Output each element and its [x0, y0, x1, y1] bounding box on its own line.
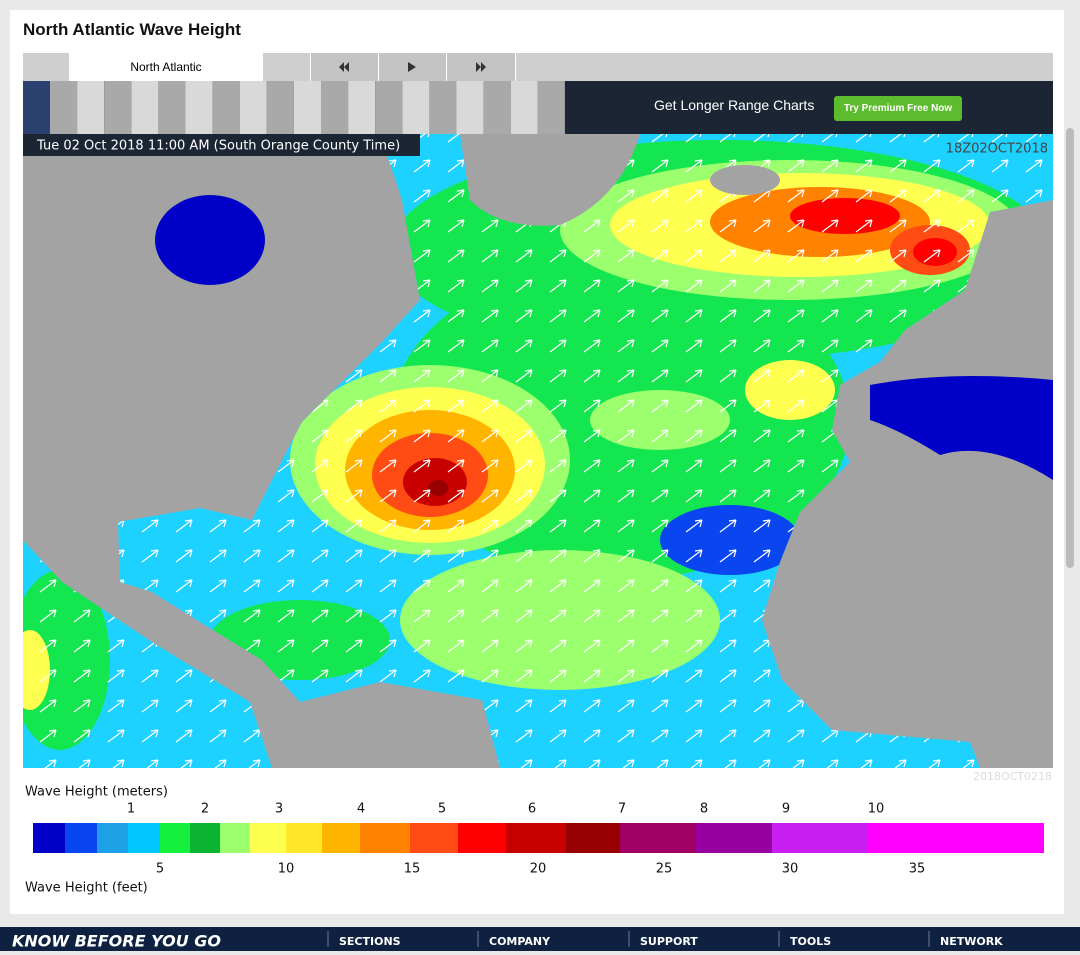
timeline-frame: [537, 81, 565, 134]
footer-nav: KNOW BEFORE YOU GO SECTIONS COMPANY SUPPOR…: [12, 931, 1003, 951]
legend-swatch: [360, 823, 410, 853]
legend-swatch: [128, 823, 160, 853]
timeline-frame: [456, 81, 484, 134]
timeline-frame: [104, 81, 132, 134]
timeline-frame: [375, 81, 403, 134]
page-title: North Atlantic Wave Height: [23, 20, 241, 39]
play-icon: [408, 62, 416, 72]
legend-swatch: [220, 823, 250, 853]
legend-swatch: [410, 823, 458, 853]
region-tab[interactable]: North Atlantic: [69, 53, 263, 81]
wave-map: Tue 02 Oct 2018 11:00 AM (South Orange C…: [23, 134, 1053, 783]
feet-tick: 15: [404, 862, 421, 877]
timeline-frame: [348, 81, 376, 134]
rewind-icon: [339, 62, 349, 72]
meters-tick: 2: [201, 802, 209, 817]
legend-swatch: [868, 823, 1044, 853]
timestamp-bg: [23, 134, 420, 156]
legend-swatch: [65, 823, 97, 853]
legend-swatch: [250, 823, 286, 853]
legend-swatch: [190, 823, 220, 853]
greenland: [460, 134, 640, 226]
feet-tick: 35: [909, 862, 926, 877]
play-button[interactable]: [378, 53, 447, 81]
timeline-frame: [483, 81, 511, 134]
premium-button[interactable]: Try Premium Free Now: [834, 96, 962, 121]
timeline-frame: [266, 81, 294, 134]
run-label: 18Z02OCT2018: [946, 142, 1048, 157]
timeline-frame: [510, 81, 538, 134]
legend-swatch: [97, 823, 128, 853]
timestamp: Tue 02 Oct 2018 11:00 AM (South Orange C…: [36, 139, 400, 154]
legend-swatch: [566, 823, 620, 853]
meters-tick: 4: [357, 802, 365, 817]
timeline-start: [23, 81, 50, 134]
feet-tick: 20: [530, 862, 547, 877]
legend-swatch: [458, 823, 506, 853]
site-footer: KNOW BEFORE YOU GO SECTIONS COMPANY SUPPOR…: [0, 927, 1080, 951]
rewind-button[interactable]: [310, 53, 379, 81]
timeline-frame: [131, 81, 159, 134]
legend-swatch: [322, 823, 360, 853]
footer-link[interactable]: TOOLS: [790, 935, 831, 948]
image-label: 2018OCT0218: [973, 770, 1052, 783]
timeline-frame: [402, 81, 430, 134]
legend-feet-title: Wave Height (feet): [25, 881, 148, 896]
timeline-frame: [185, 81, 213, 134]
timeline-frame: [77, 81, 105, 134]
footer-link[interactable]: COMPANY: [489, 935, 551, 948]
meters-tick: 1: [127, 802, 135, 817]
legend-swatch: [33, 823, 65, 853]
forward-button[interactable]: [446, 53, 516, 81]
promo-text: Get Longer Range Charts: [654, 97, 815, 113]
timeline-frame: [212, 81, 240, 134]
legend-swatch: [506, 823, 566, 853]
timeline-frame: [158, 81, 186, 134]
footer-link[interactable]: SUPPORT: [640, 935, 698, 948]
feet-tick: 10: [278, 862, 295, 877]
feet-tick: 30: [782, 862, 799, 877]
meters-tick: 8: [700, 802, 708, 817]
legend-swatch: [160, 823, 190, 853]
footer-link[interactable]: SECTIONS: [339, 935, 401, 948]
meters-tick: 5: [438, 802, 446, 817]
legend-swatch: [696, 823, 772, 853]
feet-tick: 5: [156, 862, 164, 877]
iceland: [710, 165, 780, 195]
meters-tick: 10: [868, 802, 885, 817]
timeline-frame: [50, 81, 78, 134]
feet-tick: 25: [656, 862, 673, 877]
meters-tick: 9: [782, 802, 790, 817]
slogan: KNOW BEFORE YOU GO: [12, 932, 221, 951]
timeline-frame: [239, 81, 267, 134]
legend-swatch: [286, 823, 322, 853]
timeline-frame: [429, 81, 457, 134]
timeline-frame: [321, 81, 349, 134]
meters-tick: 6: [528, 802, 536, 817]
mediterranean: [870, 376, 1053, 480]
legend: Wave Height (meters) Wave Height (feet) …: [25, 785, 1044, 896]
timeline-frame: [293, 81, 321, 134]
meters-tick: 7: [618, 802, 626, 817]
hudson-bay: [155, 195, 265, 285]
legend-meters-title: Wave Height (meters): [25, 785, 168, 800]
forward-icon: [476, 62, 486, 72]
legend-swatch: [772, 823, 868, 853]
scrollbar[interactable]: [1066, 128, 1074, 568]
legend-swatch: [620, 823, 696, 853]
footer-link[interactable]: NETWORK: [940, 935, 1003, 948]
meters-tick: 3: [275, 802, 283, 817]
timeline[interactable]: [23, 81, 568, 134]
